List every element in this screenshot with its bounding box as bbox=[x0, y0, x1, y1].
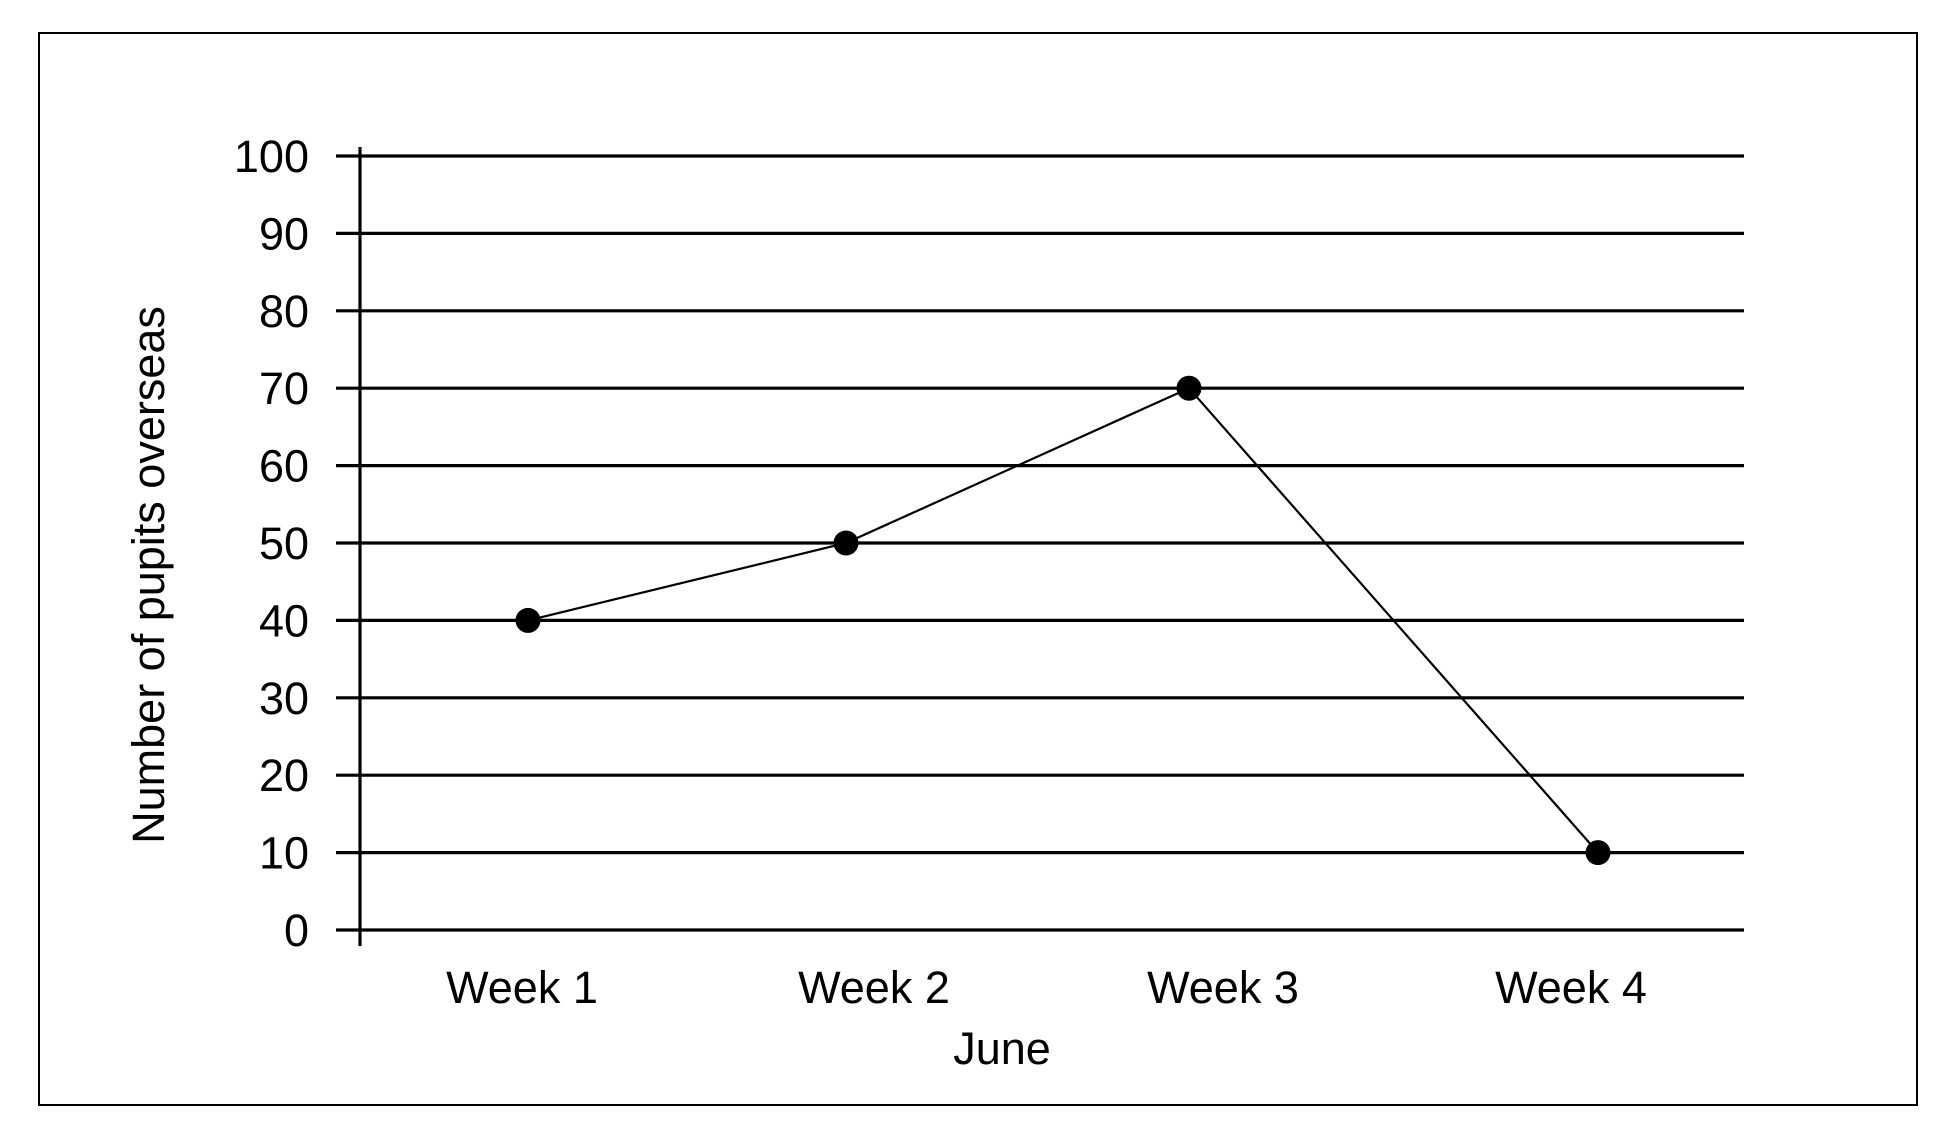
series-line bbox=[527, 386, 1599, 854]
x-tick-label: Week 1 bbox=[446, 962, 598, 1013]
data-point-week-1 bbox=[515, 607, 541, 633]
y-tick-label: 30 bbox=[259, 673, 309, 724]
y-tick-label: 70 bbox=[259, 363, 309, 414]
y-tick-label: 10 bbox=[259, 828, 309, 879]
x-tick-label: Week 4 bbox=[1495, 962, 1647, 1013]
gridlines bbox=[336, 154, 1744, 932]
x-axis-title: June bbox=[953, 1023, 1051, 1074]
y-tick-label: 100 bbox=[234, 131, 309, 182]
x-tick-label: Week 3 bbox=[1147, 962, 1299, 1013]
y-tick-label: 60 bbox=[259, 441, 309, 492]
data-series bbox=[515, 375, 1611, 866]
y-tick-label: 20 bbox=[259, 750, 309, 801]
y-tick-label: 40 bbox=[259, 595, 309, 646]
data-point-week-2 bbox=[833, 530, 859, 556]
data-point-week-4 bbox=[1585, 840, 1611, 866]
x-axis-ticks: Week 1 Week 2 Week 3 Week 4 bbox=[446, 962, 1647, 1013]
data-point-week-3 bbox=[1176, 375, 1202, 401]
y-tick-label: 90 bbox=[259, 208, 309, 259]
y-axis-ticks: 0 10 20 30 40 50 60 70 80 90 100 bbox=[234, 131, 309, 956]
y-tick-label: 50 bbox=[259, 518, 309, 569]
x-tick-label: Week 2 bbox=[798, 962, 950, 1013]
y-axis-title: Number of pupits overseas bbox=[123, 306, 174, 844]
y-tick-label: 80 bbox=[259, 286, 309, 337]
chart-frame bbox=[38, 32, 1918, 1106]
y-tick-label: 0 bbox=[284, 905, 309, 956]
